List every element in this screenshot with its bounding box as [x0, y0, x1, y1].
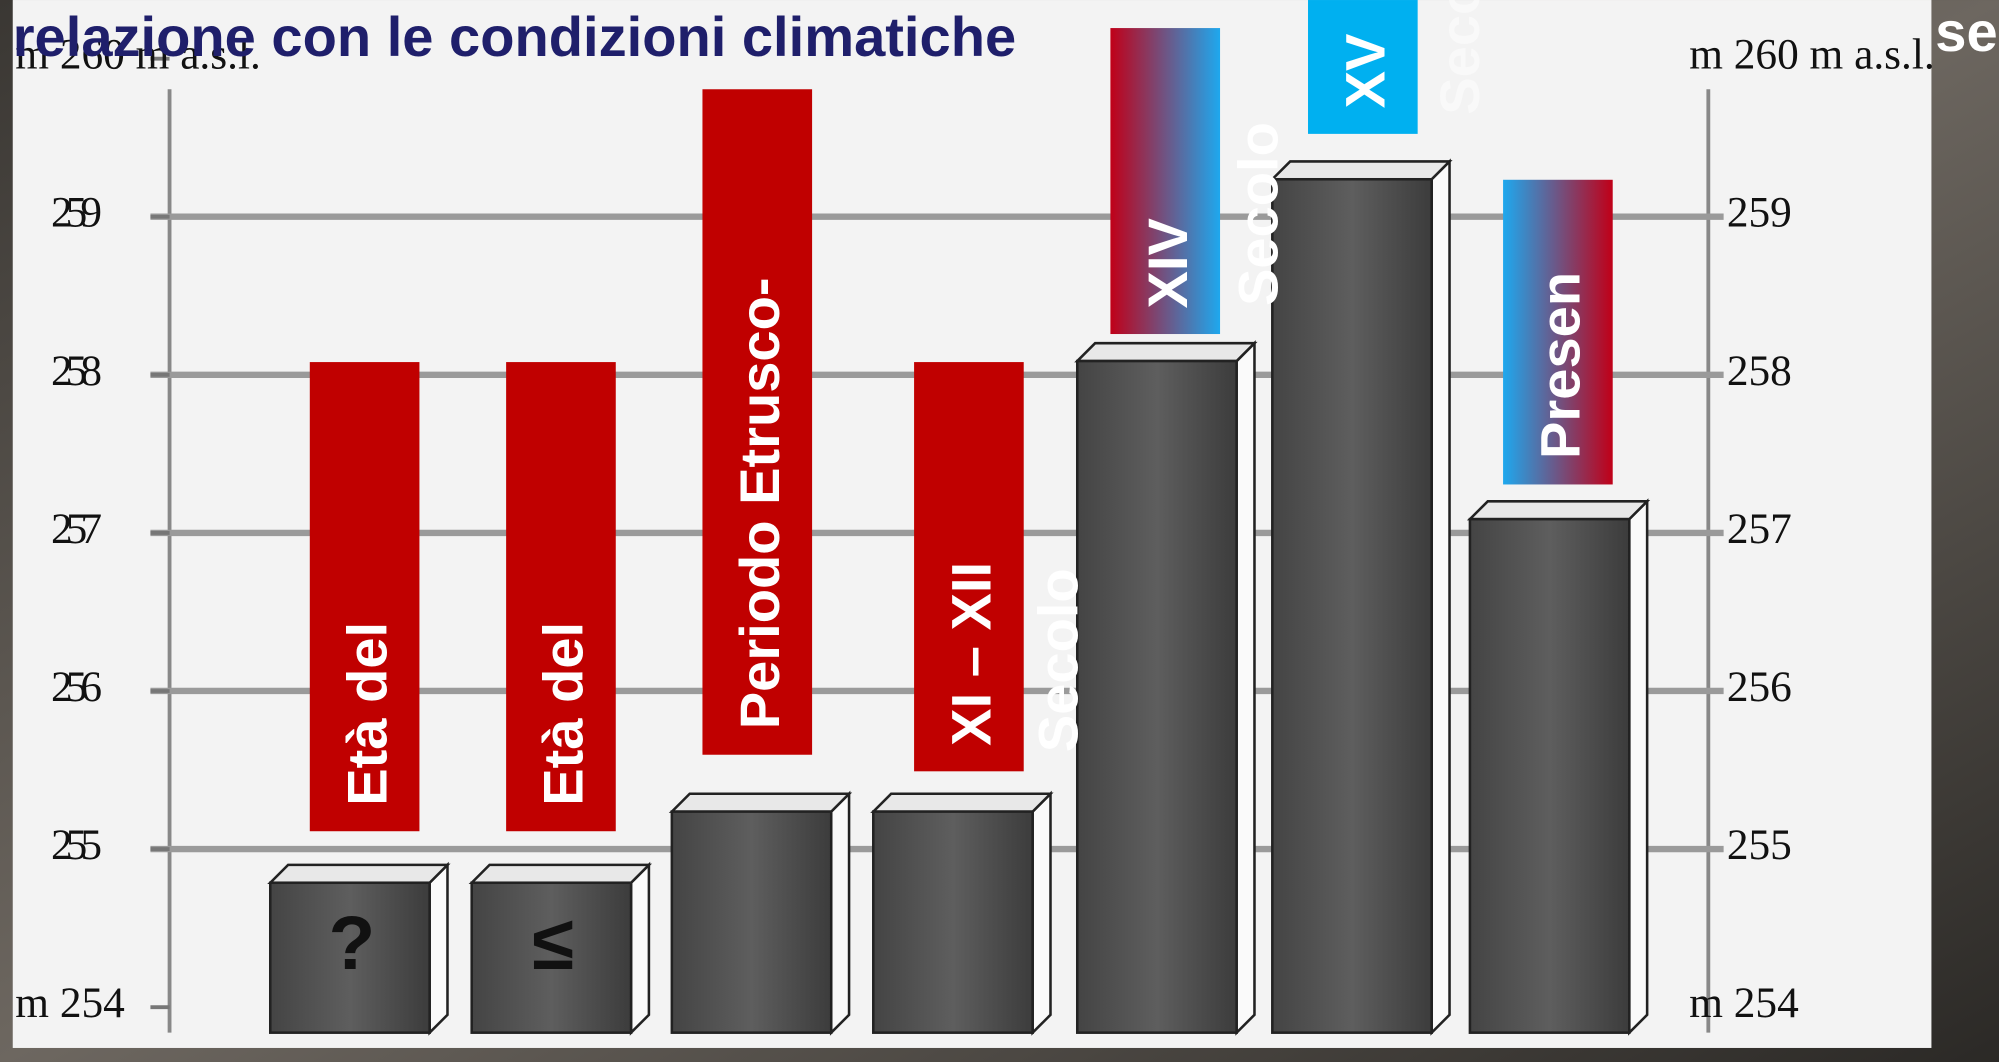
y-tick-label: 256: [51, 663, 102, 711]
y-tick-label-right: 255: [1727, 821, 1792, 869]
annotation: ?: [328, 901, 375, 986]
bar-top: [1466, 500, 1651, 521]
bar: [1468, 517, 1631, 1034]
bar-side: [428, 861, 449, 1036]
bar-side: [1031, 790, 1052, 1036]
annotation: ≤: [532, 901, 574, 986]
bar-top: [267, 863, 451, 885]
x-tick-label: XV: [1334, 33, 1397, 108]
y-tick-label: m 254: [15, 979, 125, 1027]
x-tick-label: Età del: [532, 622, 595, 806]
y-tick-label: 258: [51, 347, 102, 395]
bar-side: [1430, 158, 1451, 1036]
y-tick-label: m 260 m a.s.l.: [15, 31, 261, 79]
annotation: Secolo: [1428, 0, 1491, 115]
annotation: Secolo: [1226, 122, 1289, 306]
slide-title: relazione con le condizioni climatiche: [13, 5, 1016, 68]
x-tick-label: Periodo Etrusco-: [728, 277, 791, 729]
bars: [267, 158, 1651, 1036]
category-label-box: [506, 362, 616, 832]
y-tick-label: 257: [51, 505, 102, 553]
x-tick-label: XIV: [1136, 218, 1199, 309]
bar: [268, 881, 431, 1034]
bar-top: [668, 792, 853, 813]
bar: [1075, 359, 1238, 1034]
overlay: ? ≤ Secolo Secolo Secolo se Età del Età del Peri…: [309, 0, 1998, 986]
bar: [1271, 177, 1433, 1034]
y-tick-label-right: 257: [1727, 505, 1792, 553]
y-tick-label-right: m 260 m a.s.l.: [1689, 31, 1935, 79]
annotation: Secolo: [1026, 568, 1089, 752]
category-label-box: [1110, 28, 1221, 335]
bar-side: [1235, 340, 1256, 1036]
bar: [470, 881, 633, 1034]
y-tick-label-right: 256: [1727, 663, 1792, 711]
category-label-box: [1308, 0, 1418, 134]
y-tick-label-right: 258: [1727, 347, 1792, 395]
bar-side: [829, 790, 851, 1036]
y-tick-label: 255: [51, 821, 102, 869]
y-tick-label: 259: [51, 189, 102, 237]
bar-top: [1269, 160, 1453, 181]
y-tick-label-right: 259: [1727, 189, 1792, 237]
y-tick-label-right: m 254: [1689, 979, 1799, 1027]
bar: [872, 810, 1034, 1034]
x-tick-label: Presen: [1529, 272, 1592, 459]
category-label-box: [1503, 179, 1613, 485]
bar-top: [468, 863, 652, 885]
bar-top: [1074, 341, 1258, 363]
category-label-box: [914, 362, 1024, 772]
bar: [670, 810, 833, 1034]
x-tick-label: Età del: [335, 622, 398, 806]
annotation: se: [1935, 0, 1997, 63]
bar-side: [1628, 498, 1649, 1036]
bar-top: [870, 792, 1054, 813]
x-tick-label: XI – XII: [940, 562, 1003, 746]
category-label-box: [309, 362, 420, 832]
bar-side: [629, 861, 651, 1036]
category-label-box: [702, 89, 813, 755]
